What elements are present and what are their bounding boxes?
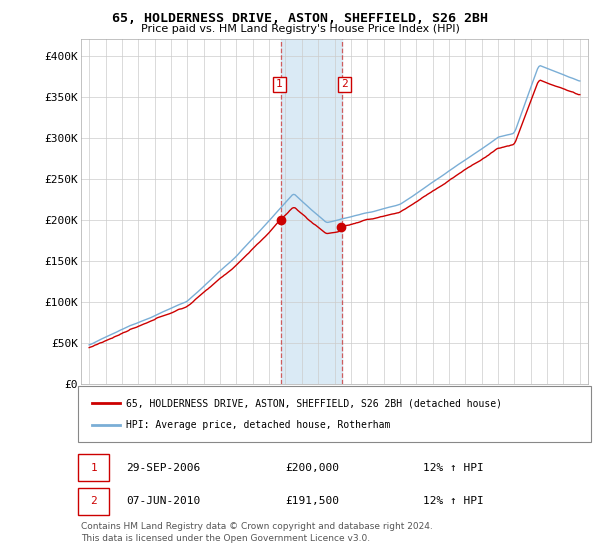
Text: 65, HOLDERNESS DRIVE, ASTON, SHEFFIELD, S26 2BH: 65, HOLDERNESS DRIVE, ASTON, SHEFFIELD, … bbox=[112, 12, 488, 25]
Text: 07-JUN-2010: 07-JUN-2010 bbox=[126, 496, 200, 506]
Text: 12% ↑ HPI: 12% ↑ HPI bbox=[423, 496, 484, 506]
Text: Price paid vs. HM Land Registry's House Price Index (HPI): Price paid vs. HM Land Registry's House … bbox=[140, 24, 460, 34]
Text: 1: 1 bbox=[90, 463, 97, 473]
Bar bbox=[281, 39, 341, 384]
Text: 29-SEP-2006: 29-SEP-2006 bbox=[126, 463, 200, 473]
Text: 12% ↑ HPI: 12% ↑ HPI bbox=[423, 463, 484, 473]
Text: 2: 2 bbox=[341, 80, 348, 89]
Text: £191,500: £191,500 bbox=[285, 496, 339, 506]
Text: This data is licensed under the Open Government Licence v3.0.: This data is licensed under the Open Gov… bbox=[81, 534, 370, 543]
Text: Contains HM Land Registry data © Crown copyright and database right 2024.: Contains HM Land Registry data © Crown c… bbox=[81, 522, 433, 531]
Text: 65, HOLDERNESS DRIVE, ASTON, SHEFFIELD, S26 2BH (detached house): 65, HOLDERNESS DRIVE, ASTON, SHEFFIELD, … bbox=[126, 398, 502, 408]
Text: HPI: Average price, detached house, Rotherham: HPI: Average price, detached house, Roth… bbox=[126, 421, 391, 431]
Text: 2: 2 bbox=[90, 496, 97, 506]
Text: £200,000: £200,000 bbox=[285, 463, 339, 473]
Text: 1: 1 bbox=[276, 80, 283, 89]
